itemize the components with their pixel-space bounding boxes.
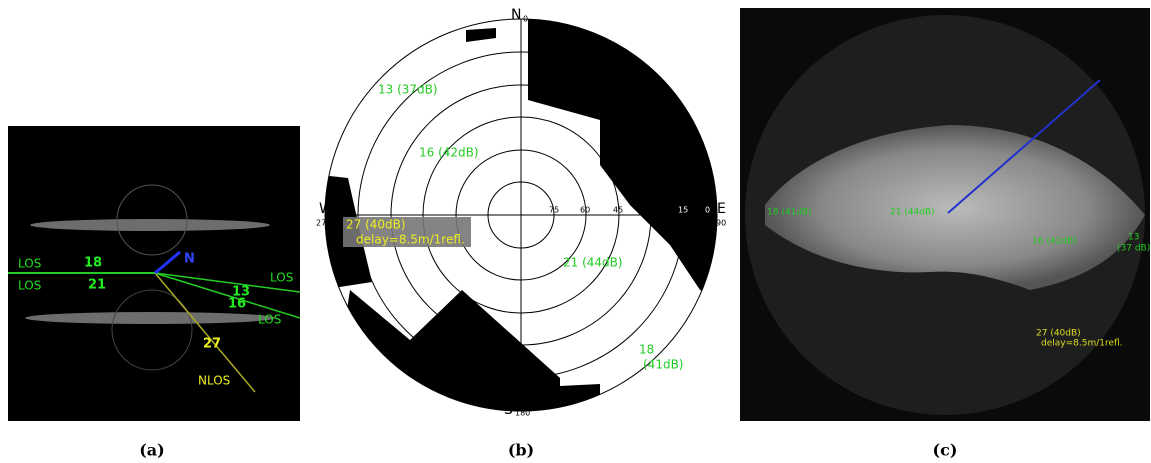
label: 27 (203, 337, 221, 352)
direction: N (511, 7, 521, 23)
satellite-label: 13 (1128, 233, 1139, 243)
satellite-label: 27 (40dB) (1036, 329, 1081, 339)
label: LOS (18, 257, 41, 271)
elevation-label: 30 (645, 206, 655, 215)
elevation-label: 60 (580, 206, 590, 215)
elevation-label: 0 (705, 206, 710, 215)
label: LOS (258, 313, 281, 327)
direction-degree: 90 (716, 219, 726, 228)
caption: (a) (139, 441, 165, 460)
satellite-label: 27 (40dB) (346, 218, 406, 232)
elevation-label: 45 (613, 206, 623, 215)
elevation-label: 75 (549, 206, 559, 215)
direction-degree: 180 (515, 409, 530, 418)
satellite-label: 21 (44dB) (563, 256, 623, 270)
satellite-label: delay=8.5m/1refl. (1041, 339, 1123, 349)
figure: LOS 18 N LOS 21 LOS 13 16 LOS 27 NLOS (a… (0, 0, 1151, 463)
label: LOS (270, 271, 293, 285)
panel-b: N 0 E 90 S 180 W 270 75 60 45 30 15 0 13… (316, 7, 730, 460)
satellite-label: 18 (41dB) (767, 208, 812, 218)
direction: W (319, 201, 333, 217)
panel-a: LOS 18 N LOS 21 LOS 13 16 LOS 27 NLOS (a… (8, 126, 300, 460)
elevation-label: 15 (678, 206, 688, 215)
direction-degree: 270 (316, 219, 331, 228)
label: N (184, 252, 195, 267)
label: NLOS (198, 374, 230, 388)
satellite-label: (41dB) (643, 358, 683, 372)
label: LOS (18, 279, 41, 293)
label: 21 (88, 278, 106, 293)
satellite-label: (37 dB) (1117, 244, 1150, 254)
label: 16 (228, 297, 246, 312)
satellite-label: 16 (42dB) (1032, 237, 1077, 247)
direction-degree: 0 (523, 15, 528, 24)
satellite-label: 21 (44dB) (890, 208, 935, 218)
satellite-label: 18 (639, 343, 654, 357)
direction: S (504, 402, 513, 418)
direction: E (717, 201, 726, 217)
satellite-label: delay=8.5m/1refl. (356, 233, 465, 247)
point-cloud (25, 312, 275, 324)
label: 18 (84, 256, 102, 271)
satellite-label: 16 (42dB) (419, 146, 479, 160)
caption: (b) (508, 441, 534, 460)
satellite-label: 13 (37dB) (378, 83, 438, 97)
panel-c: 18 (41dB) 21 (44dB) 16 (42dB) 13 (37 dB)… (740, 8, 1150, 460)
point-cloud (30, 219, 270, 231)
caption: (c) (933, 441, 958, 460)
